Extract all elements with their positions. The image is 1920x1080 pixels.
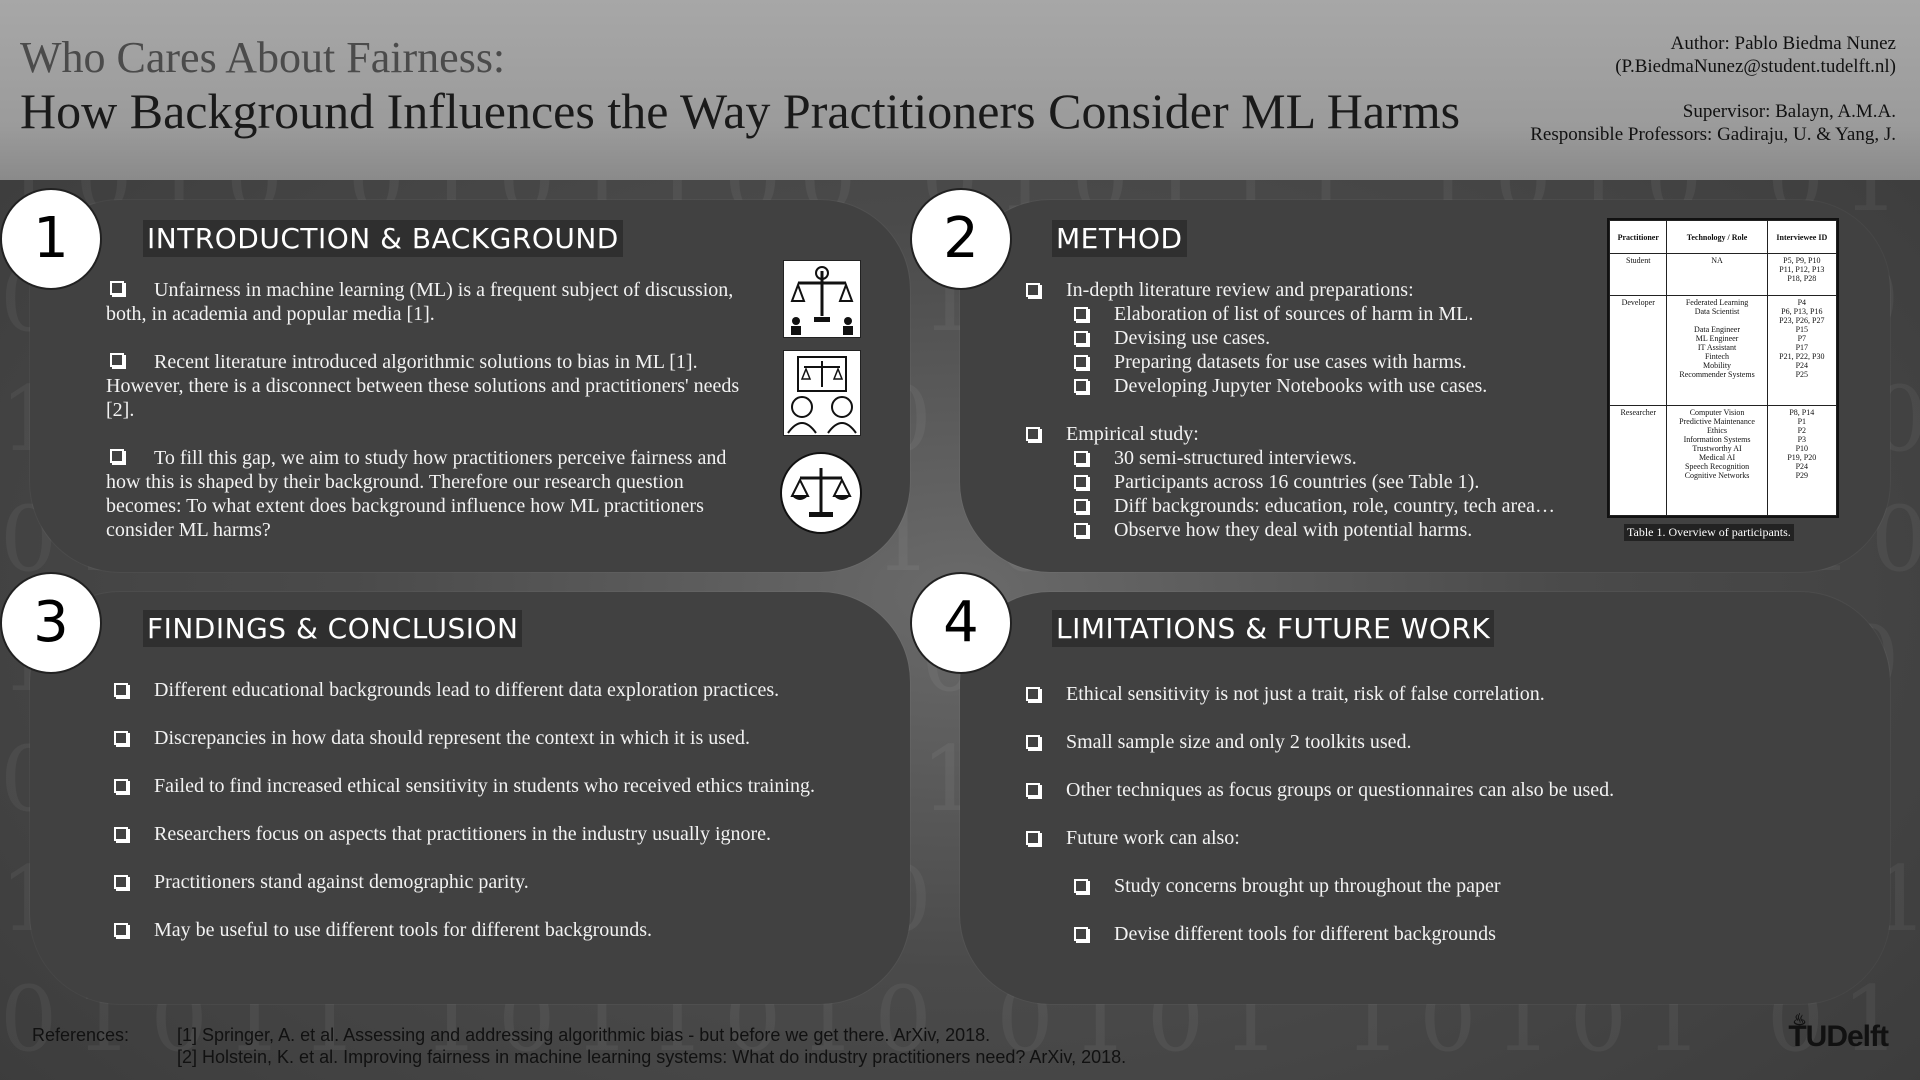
intro-paragraph-1: Unfairness in machine learning (ML) is a… [106,279,734,325]
list-item: Different educational backgrounds lead t… [106,678,906,702]
list-item: Other techniques as focus groups or ques… [1018,778,1878,802]
list-item: Ethical sensitivity is not just a trait,… [1018,682,1878,706]
list-item: Developing Jupyter Notebooks with use ca… [1066,374,1598,398]
findings-title: FINDINGS & CONCLUSION [143,610,523,647]
table-row: Student NA P5, P9, P10 P11, P12, P13 P18… [1608,253,1838,296]
findings-panel [30,592,910,1004]
method-title: METHOD [1052,220,1187,257]
list-item: Future work can also: [1018,826,1878,850]
poster-title-line1: Who Cares About Fairness: [20,33,506,82]
table-header: Practitioner [1608,220,1668,254]
responsible-professors: Responsible Professors: Gadiraju, U. & Y… [1530,124,1896,145]
table-row: Developer Federated Learning Data Scient… [1608,295,1838,406]
list-item: Devise different tools for different bac… [1066,922,1878,946]
table-cell: P4 P6, P13, P16 P23, P26, P27 P15 P7 P17… [1766,295,1838,406]
list-item: Preparing datasets for use cases with ha… [1066,350,1598,374]
list-item: Study concerns brought up throughout the… [1066,874,1878,898]
section-number-3: 3 [0,572,102,674]
poster-title-line2: How Background Influences the Way Practi… [20,83,1461,139]
limitations-title: LIMITATIONS & FUTURE WORK [1052,610,1495,647]
list-item: Participants across 16 countries (see Ta… [1066,470,1598,494]
method-group-1: In-depth literature review and preparati… [1018,278,1598,302]
table-row: Researcher Computer Vision Predictive Ma… [1608,405,1838,516]
scales-people-icon [783,260,861,338]
reference-2: [2] Holstein, K. et al. Improving fairne… [177,1047,1127,1067]
intro-paragraph-3: To fill this gap, we aim to study how pr… [106,447,727,541]
section-number-4: 4 [910,572,1012,674]
list-item: Elaboration of list of sources of harm i… [1066,302,1598,326]
table-cell: NA [1666,253,1768,296]
supervisor: Supervisor: Balayn, A.M.A. [1682,101,1896,122]
findings-list: Different educational backgrounds lead t… [106,678,906,966]
intro-title: INTRODUCTION & BACKGROUND [143,220,623,257]
header-band [0,0,1920,180]
tudelft-logo: ♨ TUDelft [1788,1012,1889,1053]
list-item: 30 semi-structured interviews. [1066,446,1598,470]
section-number-1: 1 [0,188,102,290]
list-item: Failed to find increased ethical sensiti… [106,774,906,798]
table-cell: P5, P9, P10 P11, P12, P13 P18, P28 [1766,253,1838,296]
author-email: (P.BiedmaNunez@student.tudelft.nl) [1615,56,1896,77]
table-header: Interviewee ID [1766,220,1838,254]
intro-paragraph-2: Recent literature introduced algorithmic… [106,351,740,421]
future-work-items: Study concerns brought up throughout the… [1018,874,1878,946]
method-group-2-items: 30 semi-structured interviews. Participa… [1018,446,1598,542]
list-item: Observe how they deal with potential har… [1066,518,1598,542]
reference-1: [1] Springer, A. et al. Assessing and ad… [177,1025,991,1045]
section-number-2: 2 [910,188,1012,290]
list-item: Practitioners stand against demographic … [106,870,906,894]
list-item: Diff backgrounds: education, role, count… [1066,494,1598,518]
method-list: In-depth literature review and preparati… [1018,278,1598,542]
method-group-2: Empirical study: [1018,422,1598,446]
list-item: Small sample size and only 2 toolkits us… [1018,730,1878,754]
author-info: Author: Pablo Biedma Nunez (P.BiedmaNune… [1530,32,1896,146]
list-item: Researchers focus on aspects that practi… [106,822,906,846]
table-header: Technology / Role [1666,220,1768,254]
table-cell: Federated Learning Data Scientist Data E… [1666,295,1768,406]
references-label: References: [32,1025,130,1045]
table-cell: P8, P14 P1 P2 P3 P10 P19, P20 P24 P29 [1766,405,1838,516]
list-item: Devising use cases. [1066,326,1598,350]
author-name: Author: Pablo Biedma Nunez [1670,33,1896,54]
intro-panel [30,200,910,572]
scales-faces-icon [783,350,861,436]
table-caption: Table 1. Overview of participants. [1624,524,1794,541]
list-item: Discrepancies in how data should represe… [106,726,906,750]
balance-scale-icon [780,452,862,534]
list-item: May be useful to use different tools for… [106,918,906,942]
table-cell: Computer Vision Predictive Maintenance E… [1666,405,1768,516]
limitations-panel [960,592,1890,1004]
flame-icon: ♨ [1792,1012,1806,1029]
limitations-list: Ethical sensitivity is not just a trait,… [1018,682,1878,946]
participants-table: Practitioner Technology / Role Interview… [1607,218,1839,518]
method-group-1-items: Elaboration of list of sources of harm i… [1018,302,1598,398]
